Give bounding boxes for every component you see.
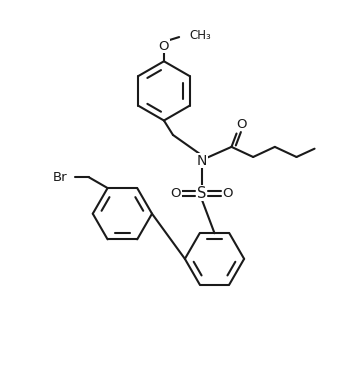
- Text: O: O: [236, 117, 246, 131]
- Text: Br: Br: [52, 171, 67, 184]
- Text: CH₃: CH₃: [189, 29, 211, 42]
- Text: S: S: [197, 186, 206, 201]
- Text: N: N: [197, 154, 207, 168]
- Text: O: O: [159, 40, 169, 53]
- Text: O: O: [171, 187, 181, 199]
- Text: O: O: [223, 187, 233, 199]
